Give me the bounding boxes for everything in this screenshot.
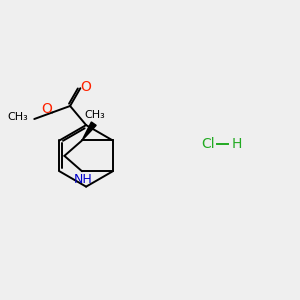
Text: O: O xyxy=(80,80,91,94)
Text: Cl: Cl xyxy=(202,137,215,151)
Text: O: O xyxy=(41,102,52,116)
Text: CH₃: CH₃ xyxy=(85,110,106,120)
Text: H: H xyxy=(231,137,242,151)
Text: NH: NH xyxy=(74,173,93,186)
Text: CH₃: CH₃ xyxy=(7,112,28,122)
Polygon shape xyxy=(82,122,96,140)
